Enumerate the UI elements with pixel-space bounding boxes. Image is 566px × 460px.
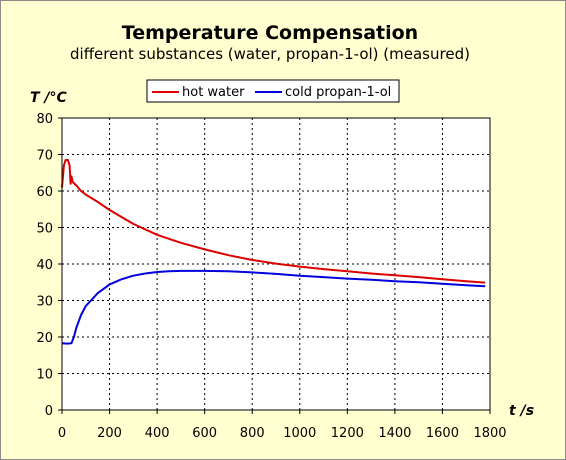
y-tick-label: 30 xyxy=(36,295,53,310)
legend-label-hot-water: hot water xyxy=(182,85,245,100)
y-tick-label: 20 xyxy=(36,331,53,346)
x-tick-label: 400 xyxy=(145,426,170,441)
plot-border xyxy=(61,117,491,411)
y-tick-label: 10 xyxy=(36,368,53,383)
legend: hot water cold propan-1-ol xyxy=(146,79,400,103)
x-tick-label: 1400 xyxy=(378,426,411,441)
x-tick-label: 1200 xyxy=(331,426,364,441)
y-tick-label: 0 xyxy=(45,404,53,419)
chart-subtitle: different substances (water, propan-1-ol… xyxy=(70,45,470,63)
x-axis-unit: /s xyxy=(519,403,534,419)
y-axis-variable: T xyxy=(30,90,41,106)
y-tick-label: 40 xyxy=(36,258,53,273)
series-line-0 xyxy=(61,159,486,284)
y-tick-label: 60 xyxy=(36,185,53,200)
chart-title: Temperature Compensation xyxy=(122,22,418,44)
x-tick-label: 200 xyxy=(97,426,122,441)
legend-label-cold-propanol: cold propan-1-ol xyxy=(285,85,391,100)
series-line-1 xyxy=(61,269,486,345)
x-tick-label: 1800 xyxy=(473,426,506,441)
y-tick-label: 70 xyxy=(36,149,53,164)
y-axis-label: T /°C xyxy=(30,90,68,106)
x-tick-label: 1600 xyxy=(426,426,459,441)
x-tick-label: 800 xyxy=(240,426,265,441)
x-tick-label: 600 xyxy=(192,426,217,441)
y-tick-label: 50 xyxy=(36,222,53,237)
x-axis-variable: t xyxy=(509,403,517,419)
x-axis-label: t /s xyxy=(509,403,534,419)
x-tick-label: 1000 xyxy=(283,426,316,441)
series-lines xyxy=(61,159,486,345)
x-tick-label: 0 xyxy=(58,426,66,441)
y-axis-unit: /°C xyxy=(42,90,67,106)
grid xyxy=(62,118,490,410)
y-tick-label: 80 xyxy=(36,112,53,127)
